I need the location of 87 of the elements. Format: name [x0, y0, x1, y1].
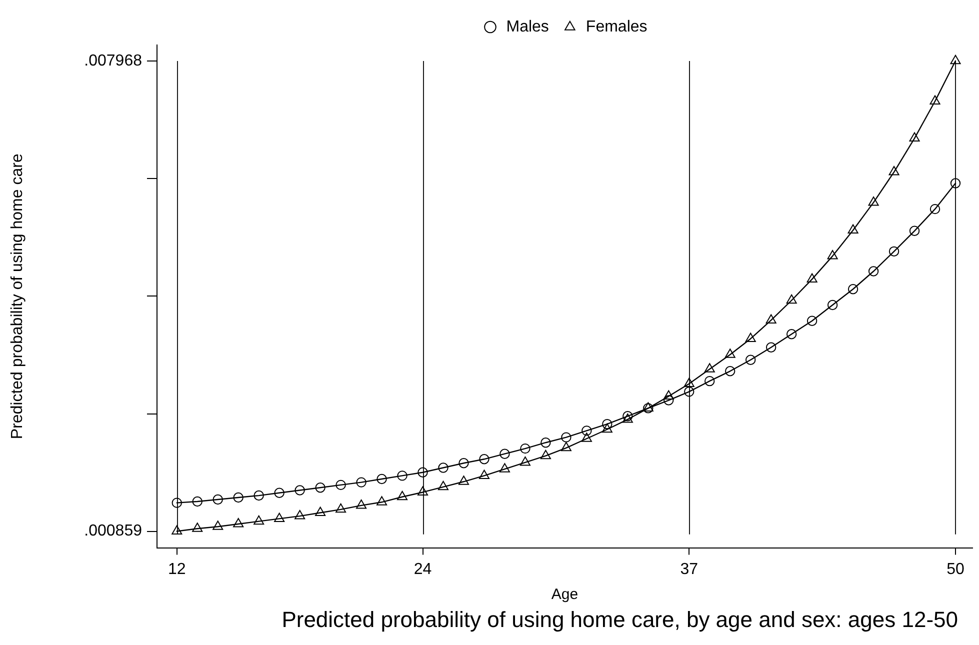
point [786, 329, 797, 340]
point [478, 470, 490, 479]
point [806, 316, 818, 326]
point [643, 403, 654, 414]
x-tick-label: 12 [168, 560, 186, 578]
point [172, 525, 182, 535]
point [520, 443, 530, 454]
point [540, 450, 551, 460]
point [192, 522, 203, 532]
point [909, 132, 920, 142]
point [704, 363, 715, 372]
point [376, 474, 387, 484]
point [397, 490, 408, 500]
text: Predicted probability of using home care, by age and sex: ages 12-50 [282, 607, 958, 632]
point [930, 95, 940, 104]
legend-label: Males [506, 18, 549, 36]
point [806, 273, 818, 282]
point [438, 462, 448, 473]
point [233, 518, 244, 528]
point [172, 498, 182, 508]
point [315, 506, 326, 516]
point [704, 376, 715, 386]
x-tick-label: 37 [680, 560, 698, 578]
point [602, 423, 612, 433]
point [233, 492, 244, 503]
point [663, 390, 674, 400]
x-tick-label: 24 [414, 560, 432, 578]
x-tick-label: 50 [946, 560, 964, 578]
point [888, 246, 900, 257]
point [602, 418, 612, 430]
point [745, 354, 756, 366]
point [458, 458, 469, 468]
point [582, 426, 592, 436]
point [192, 496, 202, 507]
point [724, 348, 736, 358]
point [397, 470, 408, 481]
point [930, 204, 940, 214]
point [499, 463, 510, 472]
point [909, 226, 920, 236]
point [848, 284, 858, 294]
point [581, 432, 592, 442]
point [868, 196, 879, 206]
point [684, 378, 694, 387]
point [540, 438, 551, 448]
point [888, 166, 900, 176]
point [274, 512, 285, 522]
point [827, 250, 838, 260]
point [458, 476, 469, 485]
y-tick-label: .007968 [84, 52, 142, 70]
point [868, 266, 879, 276]
point [376, 496, 388, 506]
point [745, 332, 756, 342]
point [212, 520, 224, 530]
point [684, 386, 694, 397]
point [500, 448, 510, 459]
point [664, 395, 674, 406]
point [561, 432, 572, 442]
point [827, 300, 838, 310]
point [642, 402, 654, 412]
point [950, 178, 961, 188]
point [274, 488, 284, 498]
point [254, 515, 264, 525]
point [438, 480, 449, 490]
point [417, 486, 428, 496]
point [356, 499, 367, 509]
point [479, 454, 490, 464]
point [356, 477, 366, 488]
point [418, 467, 428, 478]
point [294, 510, 306, 520]
point [766, 314, 776, 324]
point [336, 503, 346, 513]
y-tick-label: .000859 [84, 522, 142, 540]
point [766, 342, 776, 352]
point [560, 442, 572, 452]
point [212, 494, 223, 505]
point [520, 456, 530, 466]
point [254, 490, 264, 501]
point [725, 366, 736, 376]
point [336, 480, 346, 490]
point [950, 54, 961, 64]
point [315, 482, 326, 493]
point [848, 224, 858, 234]
y-axis-title: Predicted probability of using home care [9, 154, 26, 440]
x-axis-title: Age [551, 586, 578, 604]
legend-label: Females [586, 18, 648, 36]
point [786, 294, 797, 304]
point [294, 485, 305, 496]
